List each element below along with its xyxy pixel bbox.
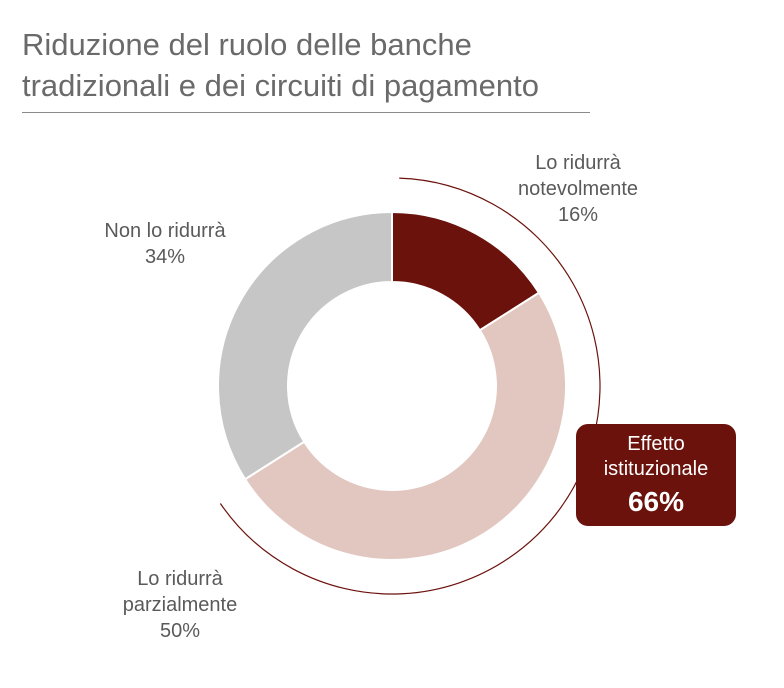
slice-label-notevolmente-line1: Lo ridurrà (535, 152, 621, 174)
slice-label-notevolmente: Lo ridurrà notevolmente 16% (478, 150, 678, 228)
slice-label-non-ridurra: Non lo ridurrà 34% (60, 218, 270, 270)
chart-title-line2: tradizionali e dei circuiti di pagamento (22, 68, 539, 103)
chart-title-line1: Riduzione del ruolo delle banche (22, 27, 472, 62)
institutional-effect-callout: Effetto istituzionale 66% (576, 424, 736, 526)
slice-parzialmente (243, 291, 567, 561)
callout-value: 66% (627, 486, 685, 517)
slice-value-parzialmente: 50% (159, 620, 201, 642)
slice-value-notevolmente: 16% (557, 204, 599, 226)
slice-label-parzialmente: Lo ridurrà parzialmente 50% (80, 566, 280, 644)
slice-label-notevolmente-line2: notevolmente (517, 178, 639, 200)
slice-label-parzialmente-line2: parzialmente (122, 594, 238, 616)
chart-title: Riduzione del ruolo delle banche tradizi… (22, 24, 622, 106)
slice-non-ridurra (217, 210, 393, 481)
slice-label-non-ridurra-line1: Non lo ridurrà (104, 220, 226, 242)
callout-bracket-arc (219, 177, 601, 595)
slice-label-parzialmente-line1: Lo ridurrà (137, 568, 223, 590)
callout-line1: Effetto (627, 433, 685, 455)
title-underline (22, 112, 590, 113)
slice-value-non-ridurra: 34% (144, 246, 186, 268)
callout-line2: istituzionale (603, 458, 709, 480)
